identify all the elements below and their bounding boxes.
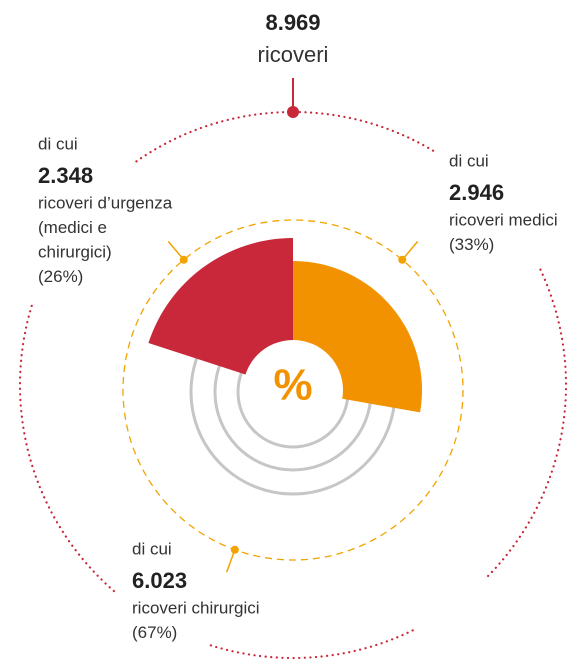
group-value: 2.946 [449, 180, 504, 205]
group-line: (67%) [132, 623, 177, 642]
group-value: 2.348 [38, 163, 93, 188]
total-value: 8.969 [265, 10, 320, 35]
tick-dot [179, 255, 188, 264]
center-symbol: % [273, 361, 312, 410]
dotted-arc [18, 304, 115, 593]
tick-dot [398, 255, 407, 264]
total-label: ricoveri [258, 42, 329, 67]
dashed-ring [122, 219, 464, 561]
group-line: ricoveri d’urgenza [38, 193, 173, 212]
tick [167, 240, 185, 261]
center-disc [243, 340, 343, 440]
group-line: chirurgici) [38, 242, 112, 261]
group-line: (medici e [38, 218, 107, 237]
group-intro: di cui [38, 134, 78, 153]
dotted-arc [135, 110, 439, 163]
group-line: (26%) [38, 267, 83, 286]
group-value: 6.023 [132, 568, 187, 593]
dotted-arc [207, 629, 414, 660]
decoration [18, 78, 568, 660]
connector-dot [287, 106, 299, 118]
group-line: ricoveri medici [449, 210, 558, 229]
group-intro: di cui [449, 151, 489, 170]
group-line: ricoveri chirurgici [132, 598, 260, 617]
dotted-arc [484, 268, 568, 580]
tick [225, 549, 236, 573]
group-line: (33%) [449, 235, 494, 254]
group-intro: di cui [132, 539, 172, 558]
tick-dot [230, 545, 239, 554]
wedge-red [148, 238, 293, 390]
